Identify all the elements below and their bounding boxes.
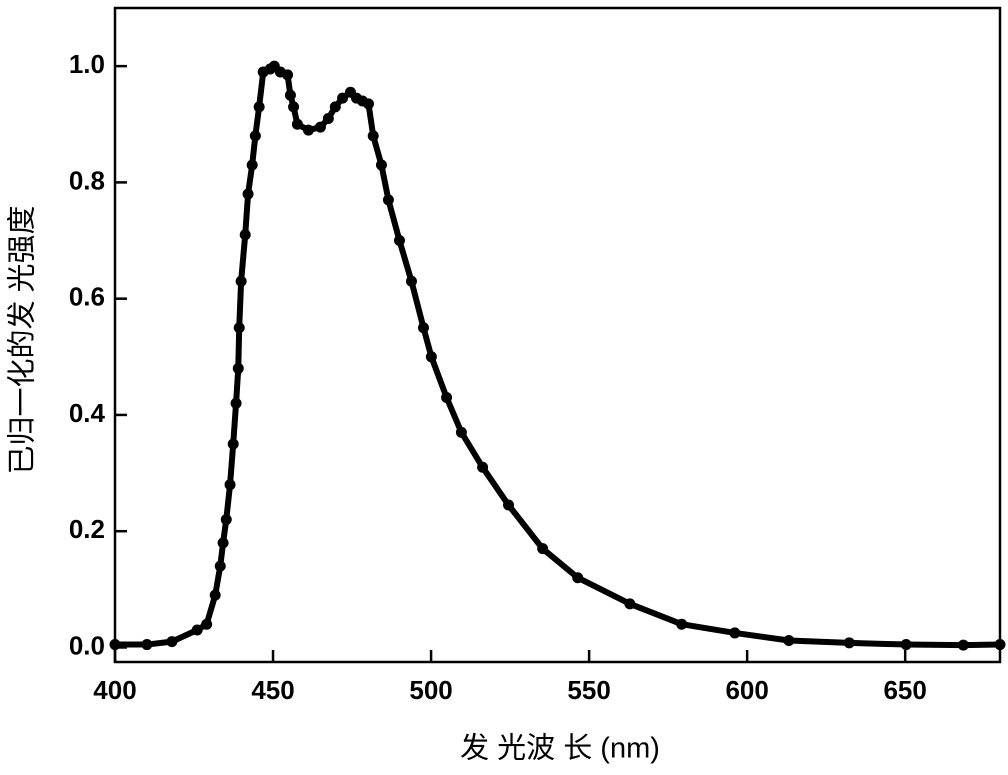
data-point (323, 113, 334, 124)
x-tick-label: 550 (567, 675, 610, 705)
data-point (330, 101, 341, 112)
data-point (250, 130, 261, 141)
data-point (303, 125, 314, 136)
data-point (368, 130, 379, 141)
data-point (240, 229, 251, 240)
x-tick-label: 450 (251, 675, 294, 705)
data-point (844, 637, 855, 648)
data-point (394, 235, 405, 246)
data-point (221, 514, 232, 525)
data-point (215, 561, 226, 572)
data-point (141, 639, 152, 650)
data-point (995, 639, 1006, 650)
y-tick-label: 0.6 (69, 282, 105, 312)
y-tick-label: 0.2 (69, 514, 105, 544)
data-point (233, 363, 244, 374)
data-point (901, 639, 912, 650)
data-point (624, 598, 635, 609)
data-point (363, 98, 374, 109)
data-point (958, 640, 969, 651)
data-point (292, 119, 303, 130)
data-point (383, 194, 394, 205)
data-point (247, 159, 258, 170)
data-point (418, 322, 429, 333)
data-point (228, 439, 239, 450)
data-point (243, 189, 254, 200)
data-point (456, 427, 467, 438)
data-point (210, 590, 221, 601)
data-point (110, 639, 121, 650)
data-line (115, 66, 1000, 645)
data-point (477, 462, 488, 473)
data-point (537, 543, 548, 554)
y-tick-label: 0.8 (69, 165, 105, 195)
data-point (192, 625, 203, 636)
data-point (201, 619, 212, 630)
x-tick-label: 500 (409, 675, 452, 705)
data-point (426, 351, 437, 362)
data-point (441, 392, 452, 403)
data-point (406, 276, 417, 287)
data-point (225, 479, 236, 490)
chart: 发 光波 长 (nm) 已归一化的发 光强度 400 450 500 550 600 65… (0, 0, 1008, 775)
data-point (288, 101, 299, 112)
data-point (282, 69, 293, 80)
data-point (676, 619, 687, 630)
data-point (503, 500, 514, 511)
data-point (315, 122, 326, 133)
x-tick-label: 650 (883, 675, 926, 705)
x-axis-label: 发 光波 长 (nm) (460, 732, 660, 765)
data-point (218, 537, 229, 548)
data-point (234, 322, 245, 333)
y-tick-label: 0.0 (69, 630, 105, 660)
x-tick-label: 600 (725, 675, 768, 705)
data-point (572, 572, 583, 583)
y-tick-label: 1.0 (69, 49, 105, 79)
y-axis-label: 已归一化的发 光强度 (6, 205, 39, 474)
data-point (166, 636, 177, 647)
data-point (236, 276, 247, 287)
data-point (231, 398, 242, 409)
data-point (783, 635, 794, 646)
data-point (376, 159, 387, 170)
y-tick-label: 0.4 (69, 398, 106, 428)
data-point (729, 627, 740, 638)
data-point (254, 101, 265, 112)
x-tick-label: 400 (93, 675, 136, 705)
data-point (285, 90, 296, 101)
